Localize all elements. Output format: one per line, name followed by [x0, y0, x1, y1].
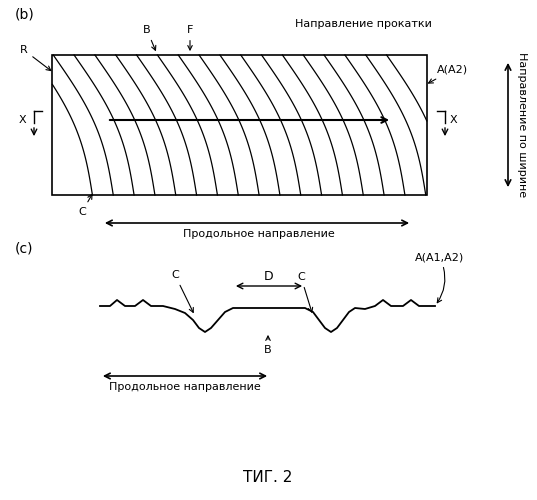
Text: (b): (b): [15, 8, 35, 22]
Text: F: F: [187, 25, 193, 50]
Text: D: D: [264, 270, 274, 283]
Text: A(A1,A2): A(A1,A2): [415, 252, 465, 302]
Text: X: X: [449, 115, 457, 125]
Text: X: X: [18, 115, 26, 125]
Text: Продольное направление: Продольное направление: [183, 229, 335, 239]
Text: B: B: [143, 25, 156, 50]
Text: C: C: [297, 272, 313, 312]
Text: Направление по ширине: Направление по ширине: [517, 52, 527, 198]
Text: C: C: [171, 270, 193, 312]
Text: R: R: [20, 45, 51, 70]
Text: B: B: [264, 336, 272, 355]
Text: A(A2): A(A2): [429, 65, 468, 83]
Text: (c): (c): [15, 242, 33, 256]
Text: Направление прокатки: Направление прокатки: [295, 19, 432, 29]
Text: C: C: [78, 194, 92, 217]
Bar: [52, 55, 427, 195]
Text: Продольное направление: Продольное направление: [109, 382, 261, 392]
Text: ΤИГ. 2: ΤИГ. 2: [243, 470, 293, 486]
